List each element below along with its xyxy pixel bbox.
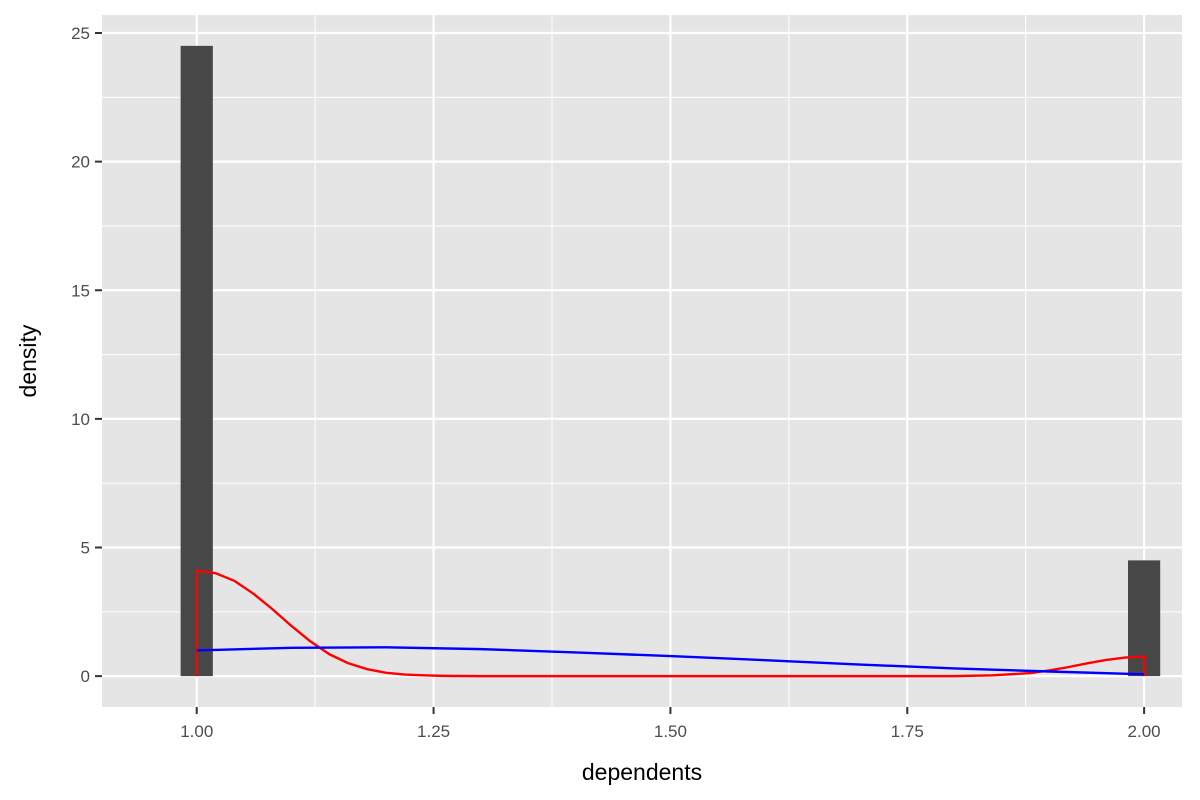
density-curves xyxy=(195,569,1146,678)
y-tick-label: 15 xyxy=(71,281,90,300)
x-tick-label: 1.75 xyxy=(891,722,924,741)
y-tick-label: 10 xyxy=(71,410,90,429)
red-density-curve xyxy=(195,569,1146,678)
x-tick-label: 1.50 xyxy=(654,722,687,741)
x-axis-title: dependents xyxy=(582,759,702,785)
plot-panel xyxy=(102,15,1182,707)
blue-density-curve xyxy=(196,646,1145,676)
y-tick-label: 5 xyxy=(81,539,90,558)
axes: 0 5 10 15 20 25 1.00 1.25 1.50 1.75 2.00 xyxy=(71,24,1161,741)
x-tick-label: 1.25 xyxy=(417,722,450,741)
y-tick-label: 20 xyxy=(71,153,90,172)
y-tick-label: 25 xyxy=(71,24,90,43)
y-axis-title: density xyxy=(15,324,41,397)
x-tick-label: 2.00 xyxy=(1128,722,1161,741)
y-tick-label: 0 xyxy=(81,667,90,686)
x-tick-label: 1.00 xyxy=(180,722,213,741)
